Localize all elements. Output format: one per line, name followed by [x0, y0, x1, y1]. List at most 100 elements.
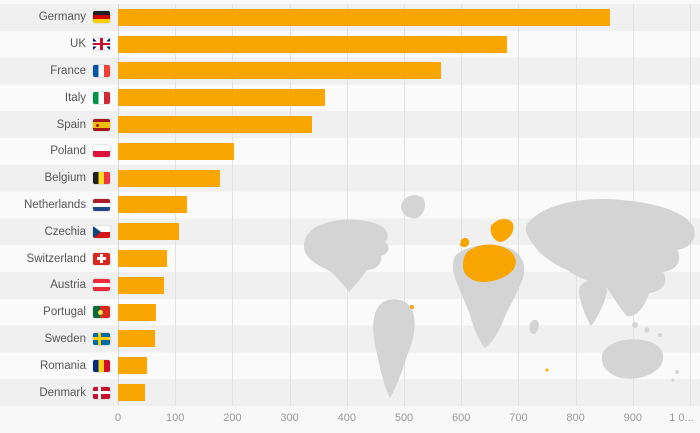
- flag-uk-icon: [93, 38, 110, 51]
- category-label: France: [50, 64, 86, 77]
- x-tick: 800: [566, 412, 585, 424]
- gridline: [232, 4, 234, 406]
- flag-netherlands-icon: [93, 198, 110, 211]
- chart-row: Belgium: [0, 165, 700, 192]
- flag-france-icon: [93, 64, 110, 77]
- bar-netherlands[interactable]: [118, 196, 187, 214]
- category-label: Romania: [39, 359, 86, 372]
- category-label: UK: [70, 38, 86, 51]
- flag-romania-icon: [93, 359, 110, 372]
- category-cell: Switzerland: [0, 245, 118, 272]
- x-tick: 900: [623, 412, 642, 424]
- chart-row: Poland: [0, 138, 700, 165]
- category-label: Belgium: [44, 172, 86, 185]
- category-label: Spain: [56, 118, 86, 131]
- bar-cell: [118, 379, 700, 406]
- category-cell: UK: [0, 31, 118, 58]
- category-label: Sweden: [44, 332, 86, 345]
- category-cell: Poland: [0, 138, 118, 165]
- bar-track: [118, 218, 690, 245]
- bar-sweden[interactable]: [118, 330, 155, 348]
- chart-row: Romania: [0, 352, 700, 379]
- bar-poland[interactable]: [118, 142, 234, 160]
- flag-sweden-icon: [93, 332, 110, 345]
- bar-cell: [118, 245, 700, 272]
- category-cell: Portugal: [0, 299, 118, 326]
- bar-track: [118, 352, 690, 379]
- chart-row: Switzerland: [0, 245, 700, 272]
- category-label: Austria: [50, 279, 86, 292]
- category-cell: Austria: [0, 272, 118, 299]
- x-tick: 200: [223, 412, 242, 424]
- category-label: Portugal: [43, 306, 86, 319]
- bar-track: [118, 4, 690, 31]
- bar-portugal[interactable]: [118, 303, 157, 321]
- flag-germany-icon: [93, 11, 110, 24]
- bar-track: [118, 299, 690, 326]
- gridline: [289, 4, 291, 406]
- bar-track: [118, 138, 690, 165]
- category-label: Denmark: [39, 386, 86, 399]
- category-cell: Netherlands: [0, 192, 118, 219]
- flag-switzerland-icon: [93, 252, 110, 265]
- category-cell: Germany: [0, 4, 118, 31]
- chart-row: Czechia: [0, 218, 700, 245]
- bar-track: [118, 84, 690, 111]
- category-label: Switzerland: [26, 252, 86, 265]
- category-cell: Sweden: [0, 326, 118, 353]
- bar-denmark[interactable]: [118, 384, 146, 402]
- chart-row: Portugal: [0, 299, 700, 326]
- x-tick: 100: [166, 412, 185, 424]
- chart-row: Austria: [0, 272, 700, 299]
- category-label: Poland: [50, 145, 86, 158]
- x-tick: 500: [394, 412, 414, 424]
- chart-row: Sweden: [0, 326, 700, 353]
- bar-belgium[interactable]: [118, 169, 220, 187]
- x-tick: 700: [509, 412, 528, 424]
- chart-row: Italy: [0, 84, 700, 111]
- chart-row: UK: [0, 31, 700, 58]
- category-cell: Romania: [0, 352, 118, 379]
- flag-portugal-icon: [93, 306, 110, 319]
- bar-italy[interactable]: [118, 89, 326, 107]
- x-tick: 0: [114, 412, 122, 424]
- x-axis: 0 100 200 300 400 500 600 700 800 900 1 0...: [114, 410, 694, 430]
- bar-track: [118, 192, 690, 219]
- category-label: Italy: [64, 91, 86, 104]
- bar-track: [118, 58, 690, 85]
- category-cell: Italy: [0, 84, 118, 111]
- flag-austria-icon: [93, 279, 110, 292]
- bar-track: [118, 272, 690, 299]
- bar-germany[interactable]: [118, 8, 610, 26]
- bar-france[interactable]: [118, 62, 442, 80]
- bar-cell: [118, 299, 700, 326]
- category-label: Netherlands: [23, 198, 86, 211]
- category-cell: France: [0, 58, 118, 85]
- chart-row: Germany: [0, 4, 700, 31]
- chart-row: France: [0, 58, 700, 85]
- bar-czechia[interactable]: [118, 223, 179, 241]
- category-cell: Belgium: [0, 165, 118, 192]
- chart-rows: Germany UK France: [0, 4, 700, 406]
- bar-romania[interactable]: [118, 357, 148, 375]
- chart-row: Netherlands: [0, 192, 700, 219]
- bar-spain[interactable]: [118, 116, 313, 134]
- bar-cell: [118, 84, 700, 111]
- bar-cell: [118, 192, 700, 219]
- gridline: [461, 4, 463, 406]
- bar-uk[interactable]: [118, 35, 507, 53]
- category-cell: Czechia: [0, 218, 118, 245]
- flag-belgium-icon: [93, 172, 110, 185]
- bar-cell: [118, 4, 700, 31]
- bar-austria[interactable]: [118, 276, 164, 294]
- bar-track: [118, 31, 690, 58]
- flag-spain-icon: [93, 118, 110, 131]
- flag-italy-icon: [93, 91, 110, 104]
- flag-denmark-icon: [93, 386, 110, 399]
- chart-row: Spain: [0, 111, 700, 138]
- bar-cell: [118, 272, 700, 299]
- bar-switzerland[interactable]: [118, 250, 167, 268]
- gridline: [518, 4, 520, 406]
- bar-cell: [118, 31, 700, 58]
